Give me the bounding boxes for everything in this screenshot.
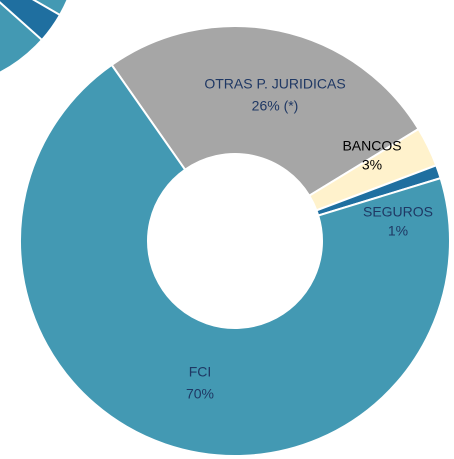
slice-label: OTRAS P. JURIDICAS <box>204 76 345 92</box>
slice-value-label: 70% <box>186 386 214 402</box>
donut-slice <box>19 63 451 457</box>
slice-value-label: 1% <box>388 223 408 239</box>
slice-label: FCI <box>189 364 212 380</box>
slice-label: SEGUROS <box>363 204 433 220</box>
slice-value-label: 26% (*) <box>252 98 299 114</box>
slice-value-label: 3% <box>362 157 382 173</box>
donut-slice <box>110 25 420 198</box>
cropped-donut-slice <box>0 0 62 42</box>
cropped-donut <box>0 0 69 74</box>
slice-label: BANCOS <box>342 138 401 154</box>
